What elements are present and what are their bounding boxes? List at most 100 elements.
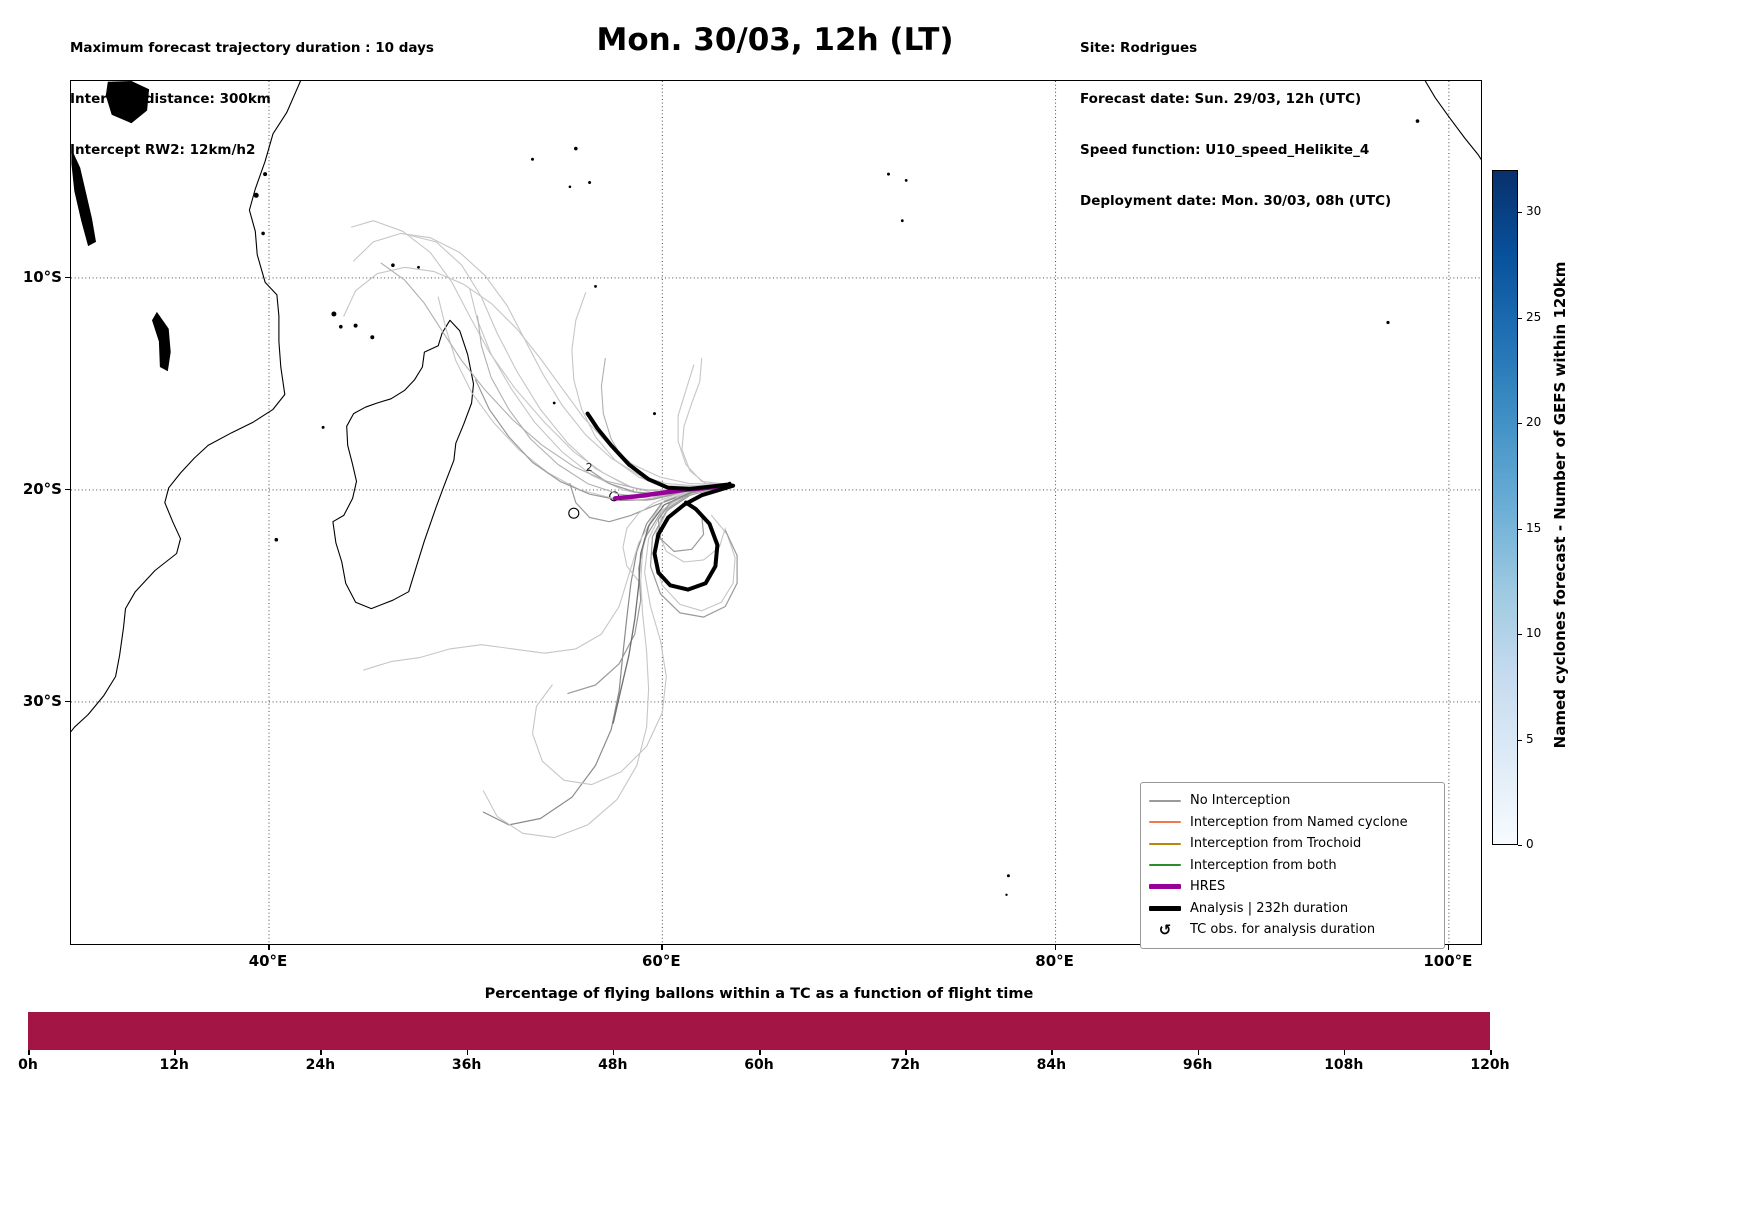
bottom-strip-title: Percentage of flying ballons within a TC…	[484, 986, 1034, 1002]
legend-line-sample	[1149, 799, 1181, 802]
trajectory-map: 2	[71, 81, 1481, 944]
time-tick-mark	[905, 1050, 907, 1055]
time-tick-label: 60h	[744, 1057, 774, 1073]
island-dot	[552, 401, 556, 405]
legend-line-sample-wrap	[1149, 864, 1181, 867]
island-dot	[574, 146, 578, 151]
forecast-date-text: Forecast date: Sun. 29/03, 12h (UTC)	[1080, 91, 1362, 107]
legend-item: Analysis | 232h duration	[1149, 898, 1436, 920]
time-tick-label: 0h	[18, 1057, 38, 1073]
gefs-trajectory	[380, 262, 730, 491]
madagascar-outline	[332, 319, 475, 610]
legend-line-sample-wrap	[1149, 905, 1181, 911]
island-dot	[263, 172, 268, 177]
gefs-trajectory	[600, 357, 730, 489]
gefs-trajectory	[437, 296, 730, 502]
legend-line-sample-wrap	[1149, 799, 1181, 802]
time-tick-mark	[466, 1050, 469, 1055]
island-dot	[321, 425, 325, 429]
island-dot	[261, 231, 265, 236]
gefs-trajectory	[653, 484, 736, 612]
coastline	[71, 81, 302, 733]
gefs-trajectory	[469, 287, 730, 497]
x-tick-mark	[1054, 945, 1057, 950]
bottom-strip-bar	[28, 1012, 1490, 1050]
y-tick-label: 20°S	[22, 479, 62, 498]
y-tick-mark	[65, 488, 70, 491]
x-tick-mark	[1447, 945, 1450, 950]
colorbar-tick-mark	[1518, 845, 1522, 847]
time-tick-mark	[612, 1050, 615, 1055]
time-tick-label: 72h	[890, 1057, 920, 1073]
x-tick-label: 40°E	[248, 952, 288, 970]
time-tick-mark	[320, 1050, 322, 1055]
time-tick-label: 24h	[305, 1057, 336, 1073]
legend-line-sample	[1149, 821, 1181, 824]
legend-box: No Interception Interception from Named c…	[1140, 782, 1445, 949]
colorbar-tick-label: 20	[1526, 415, 1542, 430]
island-outline	[568, 507, 580, 519]
legend-item: HRES	[1149, 876, 1436, 898]
gefs-trajectory	[569, 483, 730, 523]
island-dot	[1415, 119, 1420, 123]
island-dot	[353, 323, 358, 328]
time-tick-label: 12h	[159, 1057, 189, 1073]
page-title: Mon. 30/03, 12h (LT)	[596, 22, 954, 58]
coastline	[1424, 81, 1481, 160]
intercept-rw2-text: Intercept RW2: 12km/h2	[70, 142, 256, 158]
legend-item-label: TC obs. for analysis duration	[1190, 922, 1376, 938]
map-annotation: 2	[586, 461, 593, 474]
legend-item: No Interception	[1149, 790, 1436, 812]
island-dot	[253, 192, 259, 198]
gefs-trajectory	[531, 484, 730, 786]
time-tick-mark	[1051, 1050, 1053, 1055]
colorbar-tick-mark	[1518, 317, 1522, 319]
legend-item-label: Interception from Named cyclone	[1190, 814, 1408, 830]
colorbar-tick-mark	[1518, 212, 1522, 214]
island-dot	[900, 219, 904, 223]
lake-shape	[152, 311, 171, 372]
island-dot	[1006, 874, 1010, 878]
y-tick-mark	[65, 700, 70, 703]
gefs-trajectory	[343, 266, 730, 486]
gefs-trajectory	[567, 484, 730, 695]
colorbar-tick-label: 5	[1526, 731, 1534, 746]
gefs-trajectory	[351, 220, 730, 493]
time-tick-mark	[1197, 1050, 1200, 1055]
colorbar-tick-mark	[1518, 739, 1522, 741]
x-tick-label: 100°E	[1423, 952, 1473, 970]
legend-line-sample-wrap	[1149, 842, 1181, 845]
legend-line-sample-wrap	[1149, 884, 1181, 890]
time-tick-mark	[28, 1050, 30, 1055]
legend-item-label: Interception from Trochoid	[1190, 836, 1362, 852]
island-dot	[531, 157, 534, 161]
deployment-date-text: Deployment date: Mon. 30/03, 08h (UTC)	[1080, 193, 1392, 209]
island-dot	[594, 285, 597, 288]
x-tick-label: 80°E	[1035, 952, 1074, 970]
island-dot	[588, 181, 592, 184]
gefs-trajectory	[482, 484, 730, 839]
island-dot	[339, 324, 343, 329]
time-tick-label: 108h	[1324, 1057, 1364, 1073]
colorbar-tick-label: 15	[1526, 520, 1542, 535]
time-tick-mark	[1490, 1050, 1492, 1055]
time-tick-mark	[759, 1050, 761, 1055]
x-tick-label: 60°E	[641, 952, 681, 970]
legend-item-label: Interception from both	[1190, 857, 1337, 873]
speed-function-text: Speed function: U10_speed_Helikite_4	[1080, 142, 1370, 158]
island-dot	[887, 172, 890, 176]
time-tick-label: 84h	[1036, 1057, 1067, 1073]
map-plot-area: 2	[70, 80, 1482, 945]
time-tick-mark	[1343, 1050, 1346, 1055]
colorbar-tick-mark	[1518, 634, 1522, 636]
island-dot	[904, 179, 908, 182]
legend-item: Interception from Trochoid	[1149, 833, 1436, 855]
y-tick-label: 10°S	[22, 267, 62, 286]
colorbar-label: Named cyclones forecast - Number of GEFS…	[1551, 261, 1569, 749]
gefs-trajectory	[677, 364, 730, 486]
island-dot	[568, 185, 572, 189]
legend-item: Interception from Named cyclone	[1149, 812, 1436, 834]
colorbar-tick-label: 30	[1526, 204, 1542, 219]
island-dot	[370, 335, 375, 340]
y-tick-mark	[65, 276, 70, 279]
